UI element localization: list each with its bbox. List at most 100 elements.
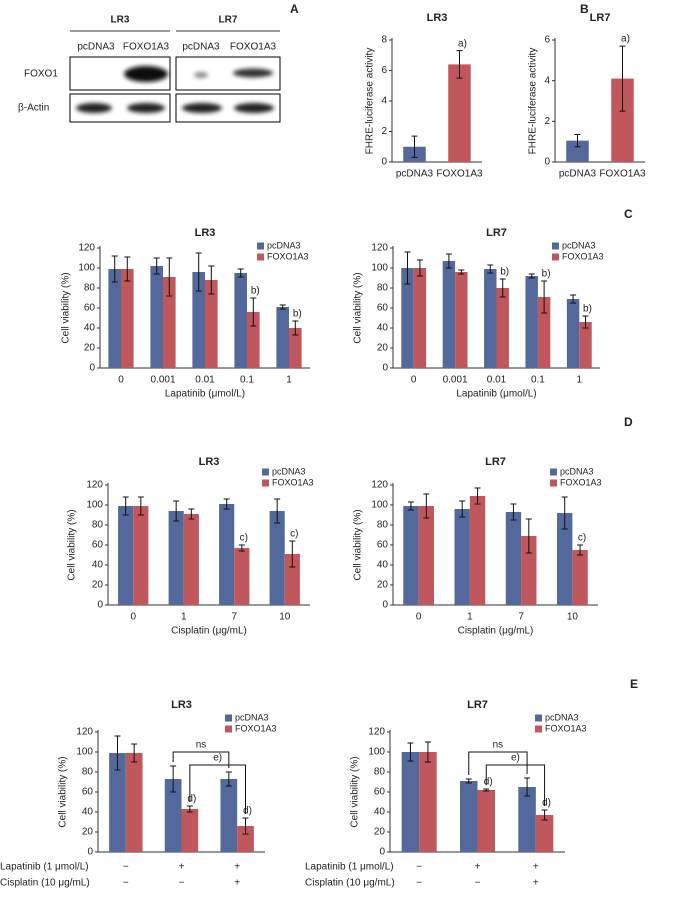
chart-title: LR3 xyxy=(171,699,192,711)
bar xyxy=(133,506,149,605)
x-tick-label: 1 xyxy=(181,612,187,623)
error-bar xyxy=(242,817,249,835)
error-bar xyxy=(416,259,423,277)
y-tick-label: 20 xyxy=(374,827,386,838)
treatment-mark: + xyxy=(179,862,185,873)
treatment-mark: − xyxy=(416,862,422,873)
legend-swatch xyxy=(257,242,264,250)
error-bar xyxy=(483,788,490,792)
bar xyxy=(289,328,302,368)
legend-label: pcDNA3 xyxy=(545,712,579,722)
error-bar xyxy=(225,771,232,787)
bar xyxy=(469,496,486,605)
legend-swatch xyxy=(535,714,542,722)
bar xyxy=(108,269,121,368)
error-bar xyxy=(404,251,411,285)
bar xyxy=(181,809,199,852)
comparison-label: ns xyxy=(493,740,504,751)
bar xyxy=(401,268,414,368)
bar xyxy=(237,826,254,852)
treatment-label: Cisplatin (10 μg/mL) xyxy=(0,878,90,889)
chart-title: LR7 xyxy=(485,456,506,468)
x-tick-label: 0 xyxy=(411,375,417,386)
y-tick-label: 6 xyxy=(544,35,550,46)
y-axis-label: Cell viability (%) xyxy=(58,756,69,827)
y-axis-label: Cell viability (%) xyxy=(353,272,364,343)
comparison-label: e) xyxy=(213,753,222,764)
bar xyxy=(418,506,434,605)
treatment-mark: + xyxy=(475,862,481,873)
significance-label: d) xyxy=(187,794,196,805)
y-tick-label: 8 xyxy=(381,35,387,46)
bar xyxy=(150,266,163,368)
y-tick-label: 60 xyxy=(374,787,386,798)
y-tick-label: 60 xyxy=(377,540,389,551)
bar xyxy=(557,513,573,605)
y-tick-label: 40 xyxy=(92,560,104,571)
error-bar xyxy=(474,487,481,505)
bar xyxy=(572,550,588,605)
y-tick-label: 0 xyxy=(381,157,387,168)
y-tick-label: 80 xyxy=(92,520,104,531)
error-bar xyxy=(459,500,466,518)
bar xyxy=(448,64,471,162)
x-tick-label: 1 xyxy=(577,375,583,386)
panel-letters: A B C D E xyxy=(290,2,638,691)
x-tick-label: 10 xyxy=(567,612,579,623)
y-tick-label: 100 xyxy=(78,263,95,274)
significance-label: c) xyxy=(290,529,298,540)
bar xyxy=(125,753,143,852)
significance-label: b) xyxy=(251,286,260,297)
bar xyxy=(505,512,522,605)
bar xyxy=(537,297,551,368)
bar xyxy=(220,779,238,852)
legend-swatch xyxy=(552,253,559,261)
y-tick-label: 80 xyxy=(377,520,389,531)
treatment-label: Cisplatin (10 μg/mL) xyxy=(305,878,395,889)
error-bar xyxy=(122,496,129,516)
y-tick-label: 20 xyxy=(82,827,94,838)
y-axis-label: Cell viability (%) xyxy=(61,272,72,343)
x-tick-label: 10 xyxy=(279,612,291,623)
significance-label: d) xyxy=(484,777,493,788)
legend-label: FOXO1A3 xyxy=(272,477,314,487)
error-bar xyxy=(166,257,173,297)
y-tick-label: 120 xyxy=(368,727,385,738)
legend-label: pcDNA3 xyxy=(267,240,301,250)
y-axis-label: Cell viability (%) xyxy=(350,756,361,827)
bar xyxy=(403,506,419,605)
error-bar xyxy=(465,778,472,784)
error-bar xyxy=(153,257,160,275)
y-tick-label: 60 xyxy=(92,540,104,551)
y-tick-label: 20 xyxy=(377,343,389,354)
chart-title: LR3 xyxy=(199,456,220,468)
y-tick-label: 20 xyxy=(377,580,389,591)
x-tick-label: 1 xyxy=(467,612,473,623)
treatment-mark: + xyxy=(533,878,539,889)
y-tick-label: 4 xyxy=(381,96,387,107)
y-axis-label: FHRE-luciferase activity xyxy=(528,48,539,155)
y-tick-label: 60 xyxy=(377,303,389,314)
error-bar xyxy=(510,503,517,521)
error-bar xyxy=(137,496,144,516)
x-tick-label: 0 xyxy=(118,375,124,386)
error-bar xyxy=(208,265,215,295)
y-tick-label: 60 xyxy=(82,787,94,798)
legend-swatch xyxy=(550,479,557,487)
significance-label: a) xyxy=(621,34,630,45)
bar xyxy=(566,140,589,162)
x-tick-label: pcDNA3 xyxy=(396,169,434,180)
x-axis-label: Cisplatin (μg/mL) xyxy=(458,626,534,637)
legend-swatch xyxy=(552,242,559,250)
error-bar xyxy=(292,320,299,336)
error-bar xyxy=(279,304,286,310)
y-tick-label: 100 xyxy=(76,747,93,758)
y-tick-label: 40 xyxy=(84,323,96,334)
panel-letter: D xyxy=(624,415,633,429)
y-tick-label: 120 xyxy=(78,243,95,254)
chart-title: LR7 xyxy=(590,12,611,24)
treatment-mark: − xyxy=(123,862,129,873)
y-tick-label: 0 xyxy=(544,157,550,168)
x-tick-label: 0 xyxy=(130,612,136,623)
bar xyxy=(496,288,509,368)
